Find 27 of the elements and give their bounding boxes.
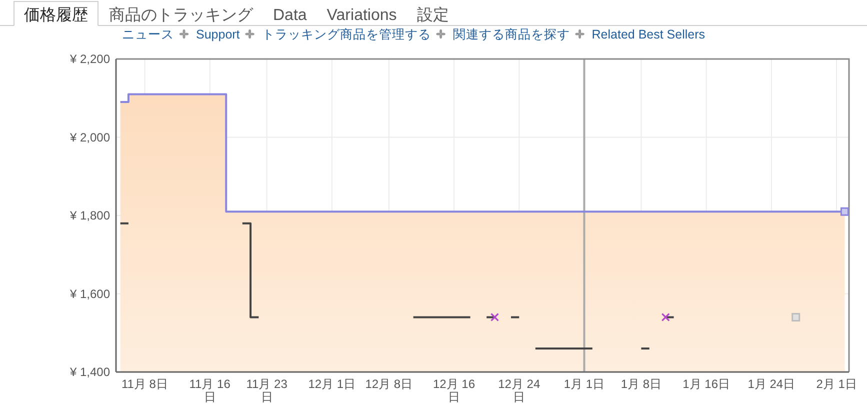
x-tick-label: 12月 1日 xyxy=(308,377,356,391)
x-tick-label: 2月 1日 xyxy=(816,377,857,391)
y-tick-label: ¥ 1,800 xyxy=(68,208,110,223)
text: ニュース xyxy=(122,28,174,42)
text: Support xyxy=(196,28,240,42)
x-tick-label: 11月 8日 xyxy=(121,377,168,391)
text: 商品のトラッキング xyxy=(109,6,254,24)
x-tick-label: 11月 16日 xyxy=(189,377,231,404)
text: Related Best Sellers xyxy=(592,28,706,42)
x-tick-label: 12月 8日 xyxy=(365,377,413,391)
x-tick-label: 11月 23日 xyxy=(246,377,288,404)
text: Data xyxy=(273,7,307,24)
chart-title: 価格履歴 xyxy=(24,7,88,24)
y-tick-label: ¥ 1,400 xyxy=(68,365,110,380)
text: トラッキング商品を管理する xyxy=(262,28,431,42)
x-tick-label: 1月 24日 xyxy=(748,377,796,391)
y-tick-label: ¥ 1,600 xyxy=(68,286,110,301)
x-tick-label: 1月 16日 xyxy=(682,377,730,391)
text: 設定 xyxy=(416,6,449,24)
x-tick-label: 12月 16日 xyxy=(433,377,476,404)
y-tick-label: ¥ 2,000 xyxy=(68,130,110,144)
text: 関連する商品を探す xyxy=(452,28,570,42)
y-tick-label: ¥ 2,200 xyxy=(68,52,110,66)
text: Variations xyxy=(326,7,397,24)
x-tick-label: 1月 8日 xyxy=(620,377,662,391)
x-tick-label: 1月 1日 xyxy=(564,377,605,391)
x-tick-label: 12月 24日 xyxy=(498,377,540,404)
